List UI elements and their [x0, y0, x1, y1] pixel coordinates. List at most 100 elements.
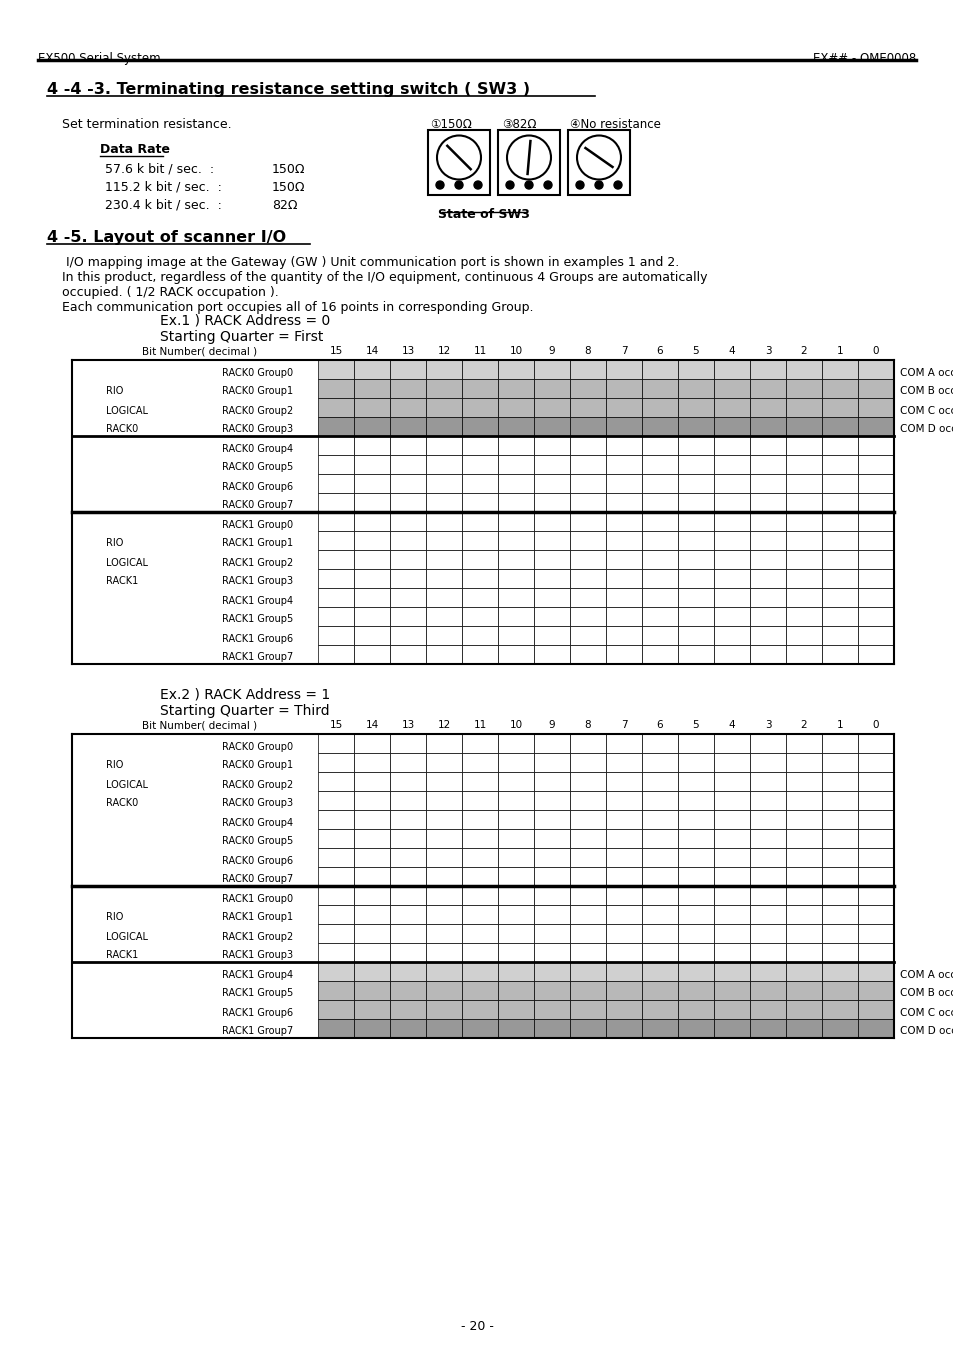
Bar	[821, 771, 857, 790]
Bar	[317, 644, 354, 663]
Bar	[821, 493, 857, 512]
Text: RACK1 Group6: RACK1 Group6	[222, 1008, 293, 1017]
Bar	[857, 512, 893, 531]
Bar	[749, 753, 785, 771]
Bar	[426, 924, 461, 943]
Bar	[713, 417, 749, 436]
Bar	[605, 380, 641, 399]
Bar	[749, 905, 785, 924]
Bar	[354, 455, 390, 474]
Bar	[857, 380, 893, 399]
Circle shape	[595, 181, 602, 189]
Bar	[641, 1019, 678, 1038]
Bar	[569, 588, 605, 607]
Bar	[821, 359, 857, 380]
Bar	[857, 830, 893, 848]
Bar	[678, 811, 713, 830]
Bar	[428, 130, 490, 195]
Bar	[678, 626, 713, 644]
Circle shape	[524, 181, 533, 189]
Text: 5: 5	[692, 720, 699, 730]
Bar	[354, 943, 390, 962]
Bar	[569, 569, 605, 588]
Bar	[749, 550, 785, 569]
Bar	[785, 1000, 821, 1019]
Bar	[785, 607, 821, 626]
Text: Each communication port occupies all of 16 points in corresponding Group.: Each communication port occupies all of …	[62, 301, 533, 313]
Bar	[390, 734, 426, 753]
Bar	[641, 626, 678, 644]
Bar	[678, 512, 713, 531]
Bar	[354, 811, 390, 830]
Bar	[605, 626, 641, 644]
Bar	[641, 455, 678, 474]
Text: 12: 12	[436, 720, 450, 730]
Bar	[857, 905, 893, 924]
Bar	[857, 493, 893, 512]
Bar	[461, 493, 497, 512]
Bar	[354, 1000, 390, 1019]
Bar	[461, 399, 497, 417]
Bar	[354, 531, 390, 550]
Bar	[461, 905, 497, 924]
Text: - 20 -: - 20 -	[460, 1320, 493, 1333]
Bar	[749, 436, 785, 455]
Text: RACK0 Group5: RACK0 Group5	[222, 462, 293, 473]
Bar	[678, 867, 713, 886]
Bar	[461, 644, 497, 663]
Text: 0: 0	[872, 720, 879, 730]
Bar	[534, 417, 569, 436]
Bar	[497, 734, 534, 753]
Text: RACK1 Group5: RACK1 Group5	[222, 615, 293, 624]
Text: RACK1 Group3: RACK1 Group3	[222, 951, 293, 961]
Text: 12: 12	[436, 346, 450, 357]
Bar	[354, 399, 390, 417]
Bar	[821, 474, 857, 493]
Bar	[641, 531, 678, 550]
Bar	[857, 607, 893, 626]
Text: 4: 4	[728, 720, 735, 730]
Text: RACK0 Group4: RACK0 Group4	[222, 443, 293, 454]
Text: RACK0 Group6: RACK0 Group6	[222, 481, 293, 492]
Bar	[678, 474, 713, 493]
Text: Ex.2 ) RACK Address = 1: Ex.2 ) RACK Address = 1	[160, 688, 330, 703]
Bar	[390, 867, 426, 886]
Bar	[534, 905, 569, 924]
Bar	[569, 981, 605, 1000]
Text: COM C occupied: COM C occupied	[899, 1008, 953, 1017]
Bar	[354, 626, 390, 644]
Bar	[821, 734, 857, 753]
Bar	[785, 417, 821, 436]
Bar	[461, 790, 497, 811]
Bar	[317, 569, 354, 588]
Bar	[426, 905, 461, 924]
Bar	[497, 830, 534, 848]
Bar	[605, 734, 641, 753]
Bar	[569, 1000, 605, 1019]
Text: 6: 6	[656, 720, 662, 730]
Text: 15: 15	[329, 346, 342, 357]
Text: RACK1 Group0: RACK1 Group0	[222, 520, 293, 530]
Bar	[569, 455, 605, 474]
Bar	[857, 644, 893, 663]
Bar	[497, 455, 534, 474]
Bar	[857, 924, 893, 943]
Bar	[354, 771, 390, 790]
Bar	[534, 981, 569, 1000]
Bar	[317, 626, 354, 644]
Bar	[354, 474, 390, 493]
Bar	[605, 886, 641, 905]
Bar	[461, 359, 497, 380]
Bar	[534, 811, 569, 830]
Text: 1: 1	[836, 720, 842, 730]
Bar	[354, 588, 390, 607]
Text: Bit Number( decimal ): Bit Number( decimal )	[142, 346, 257, 357]
Bar	[354, 493, 390, 512]
Bar	[426, 962, 461, 981]
Bar	[749, 1000, 785, 1019]
Bar	[534, 753, 569, 771]
Bar	[678, 550, 713, 569]
Bar	[785, 943, 821, 962]
Bar	[426, 512, 461, 531]
Text: RACK1 Group6: RACK1 Group6	[222, 634, 293, 643]
